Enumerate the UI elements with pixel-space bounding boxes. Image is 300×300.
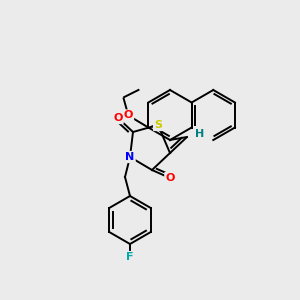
Text: N: N (125, 152, 135, 162)
Text: O: O (113, 113, 123, 123)
Text: O: O (124, 110, 133, 121)
Text: H: H (195, 129, 205, 139)
Text: O: O (165, 173, 175, 183)
Text: F: F (126, 252, 134, 262)
Text: S: S (154, 120, 162, 130)
